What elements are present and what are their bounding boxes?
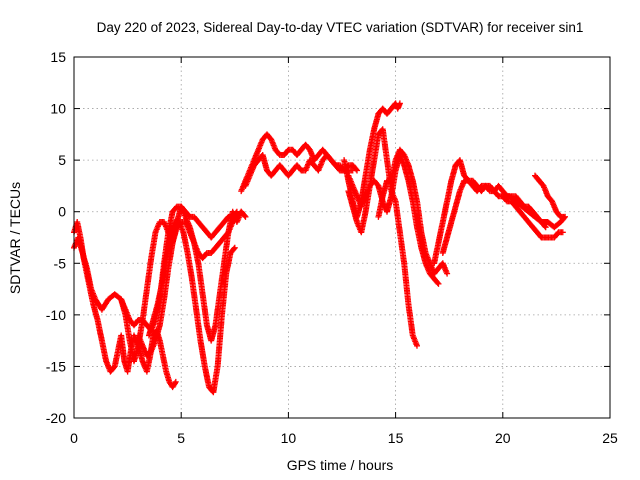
x-tick-label: 25 (602, 430, 618, 446)
plot-frame (73, 56, 611, 419)
y-tick-label: -20 (46, 410, 66, 426)
y-tick-label: -15 (46, 358, 66, 374)
x-axis-label: GPS time / hours (287, 457, 394, 473)
chart-title: Day 220 of 2023, Sidereal Day-to-day VTE… (97, 20, 584, 35)
series-arc-11 (375, 146, 451, 277)
x-tick-label: 0 (70, 430, 78, 446)
series-arc-5 (146, 219, 238, 396)
y-tick-label: 10 (50, 101, 66, 117)
data-series (71, 100, 568, 396)
y-tick-label: 15 (50, 49, 66, 65)
y-tick-label: 0 (58, 204, 66, 220)
axis-ticks: 0 5 10 15 20 25 -20 -15 -10 -5 0 5 10 15 (46, 49, 618, 446)
x-tick-label: 10 (281, 430, 297, 446)
series-arc-13 (439, 177, 566, 256)
y-axis-label: SDTVAR / TECUs (7, 182, 23, 294)
y-tick-label: 5 (58, 152, 66, 168)
y-tick-label: -10 (46, 307, 66, 323)
series-arc-14 (532, 172, 568, 220)
x-tick-label: 5 (177, 430, 185, 446)
y-tick-label: -5 (54, 255, 67, 271)
series-arc-15 (499, 193, 568, 231)
x-tick-label: 20 (495, 430, 511, 446)
series-arc-4 (135, 208, 249, 360)
x-tick-label: 15 (388, 430, 404, 446)
series-arc-7 (242, 152, 360, 189)
